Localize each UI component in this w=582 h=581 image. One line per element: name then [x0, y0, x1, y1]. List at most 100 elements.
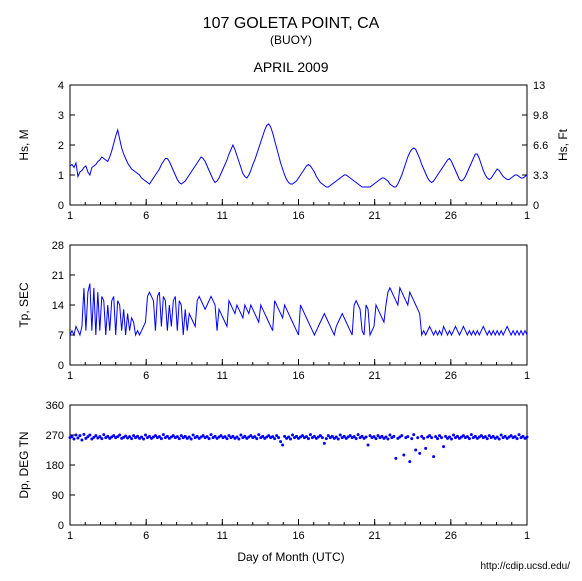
data-point: [323, 442, 326, 445]
data-point: [281, 444, 284, 447]
data-point: [486, 437, 489, 440]
chart-panel: 0123403.36.69.81316111621261Hs, MHs, Ft: [17, 80, 570, 222]
data-point: [355, 437, 358, 440]
data-point: [442, 445, 445, 448]
data-point: [307, 437, 310, 440]
data-point: [468, 437, 471, 440]
ytick-label: 0: [58, 200, 64, 212]
xtick-label: 6: [143, 530, 149, 542]
data-point: [70, 435, 73, 438]
data-point: [416, 436, 419, 439]
data-point: [388, 434, 391, 437]
footer-url: http://cdip.ucsd.edu/: [480, 561, 570, 572]
data-point: [78, 434, 81, 437]
data-point: [410, 437, 413, 440]
xtick-label: 6: [143, 210, 149, 222]
data-point: [279, 440, 282, 443]
data-point: [440, 436, 443, 439]
data-point: [291, 434, 294, 437]
data-point: [414, 449, 417, 452]
data-point: [518, 433, 521, 436]
data-point: [450, 438, 453, 441]
data-point: [402, 454, 405, 457]
data-point: [365, 436, 368, 439]
data-point: [325, 437, 328, 440]
data-point: [160, 437, 163, 440]
data-point: [74, 434, 77, 437]
data-point: [412, 433, 415, 436]
data-point: [374, 437, 377, 440]
data-point: [273, 437, 276, 440]
xtick-label: 21: [369, 530, 381, 542]
month-title: APRIL 2009: [254, 59, 329, 75]
xtick-label: 16: [292, 210, 304, 222]
data-point: [470, 433, 473, 436]
ytick-right-label: 13: [533, 80, 545, 92]
data-point: [239, 434, 242, 437]
data-point: [102, 433, 105, 436]
data-point: [192, 434, 195, 437]
data-point: [289, 438, 292, 441]
xlabel: Day of Month (UTC): [237, 550, 344, 564]
xtick-label: 6: [143, 370, 149, 382]
ytick-label: 270: [46, 430, 64, 442]
data-point: [277, 436, 280, 439]
data-point: [130, 437, 133, 440]
ytick-label: 90: [52, 490, 64, 502]
data-point: [208, 437, 211, 440]
ylabel-left: Tp, SEC: [17, 282, 31, 328]
data-point: [357, 433, 360, 436]
panel-border: [70, 405, 527, 525]
data-point: [80, 439, 83, 442]
data-point: [452, 434, 455, 437]
ytick-label: 0: [58, 520, 64, 532]
sub-title: (BUOY): [270, 33, 312, 47]
data-point: [430, 436, 433, 439]
buoy-chart-figure: 107 GOLETA POINT, CA(BUOY)APRIL 20090123…: [0, 0, 582, 581]
data-point: [400, 434, 403, 437]
data-point: [76, 437, 79, 440]
data-point: [394, 457, 397, 460]
ylabel-left: Dp, DEG TN: [17, 431, 31, 498]
data-point: [406, 435, 409, 438]
ytick-label: 0: [58, 360, 64, 372]
data-point: [257, 433, 260, 436]
xtick-label: 26: [445, 370, 457, 382]
xtick-label: 1: [67, 370, 73, 382]
xtick-label: 26: [445, 530, 457, 542]
data-point: [422, 437, 425, 440]
xtick-label: 21: [369, 370, 381, 382]
ytick-label: 14: [52, 300, 64, 312]
data-point: [94, 434, 97, 437]
data-point: [225, 437, 228, 440]
ytick-label: 21: [52, 270, 64, 282]
data-point: [367, 444, 370, 447]
ytick-right-label: 3.3: [533, 170, 548, 182]
data-point: [82, 433, 85, 436]
xtick-label: 1: [67, 530, 73, 542]
data-point: [337, 438, 340, 441]
xtick-label: 1: [524, 210, 530, 222]
xtick-label: 1: [524, 370, 530, 382]
data-line: [70, 284, 527, 335]
ytick-label: 1: [58, 170, 64, 182]
ytick-right-label: 6.6: [533, 140, 548, 152]
data-point: [424, 447, 427, 450]
data-point: [498, 438, 501, 441]
data-point: [118, 434, 121, 437]
ylabel-right: Hs, Ft: [556, 128, 570, 161]
chart-panel: 09018027036016111621261Dp, DEG TN: [17, 400, 530, 542]
ytick-right-label: 0: [533, 200, 539, 212]
xtick-label: 1: [67, 210, 73, 222]
data-point: [88, 434, 91, 437]
data-point: [392, 435, 395, 438]
ytick-label: 360: [46, 400, 64, 412]
chart-panel: 0714212816111621261Tp, SEC: [17, 240, 530, 382]
ytick-label: 7: [58, 330, 64, 342]
xtick-label: 16: [292, 370, 304, 382]
data-point: [309, 433, 312, 436]
ytick-label: 2: [58, 140, 64, 152]
xtick-label: 21: [369, 210, 381, 222]
data-point: [436, 437, 439, 440]
xtick-label: 16: [292, 530, 304, 542]
